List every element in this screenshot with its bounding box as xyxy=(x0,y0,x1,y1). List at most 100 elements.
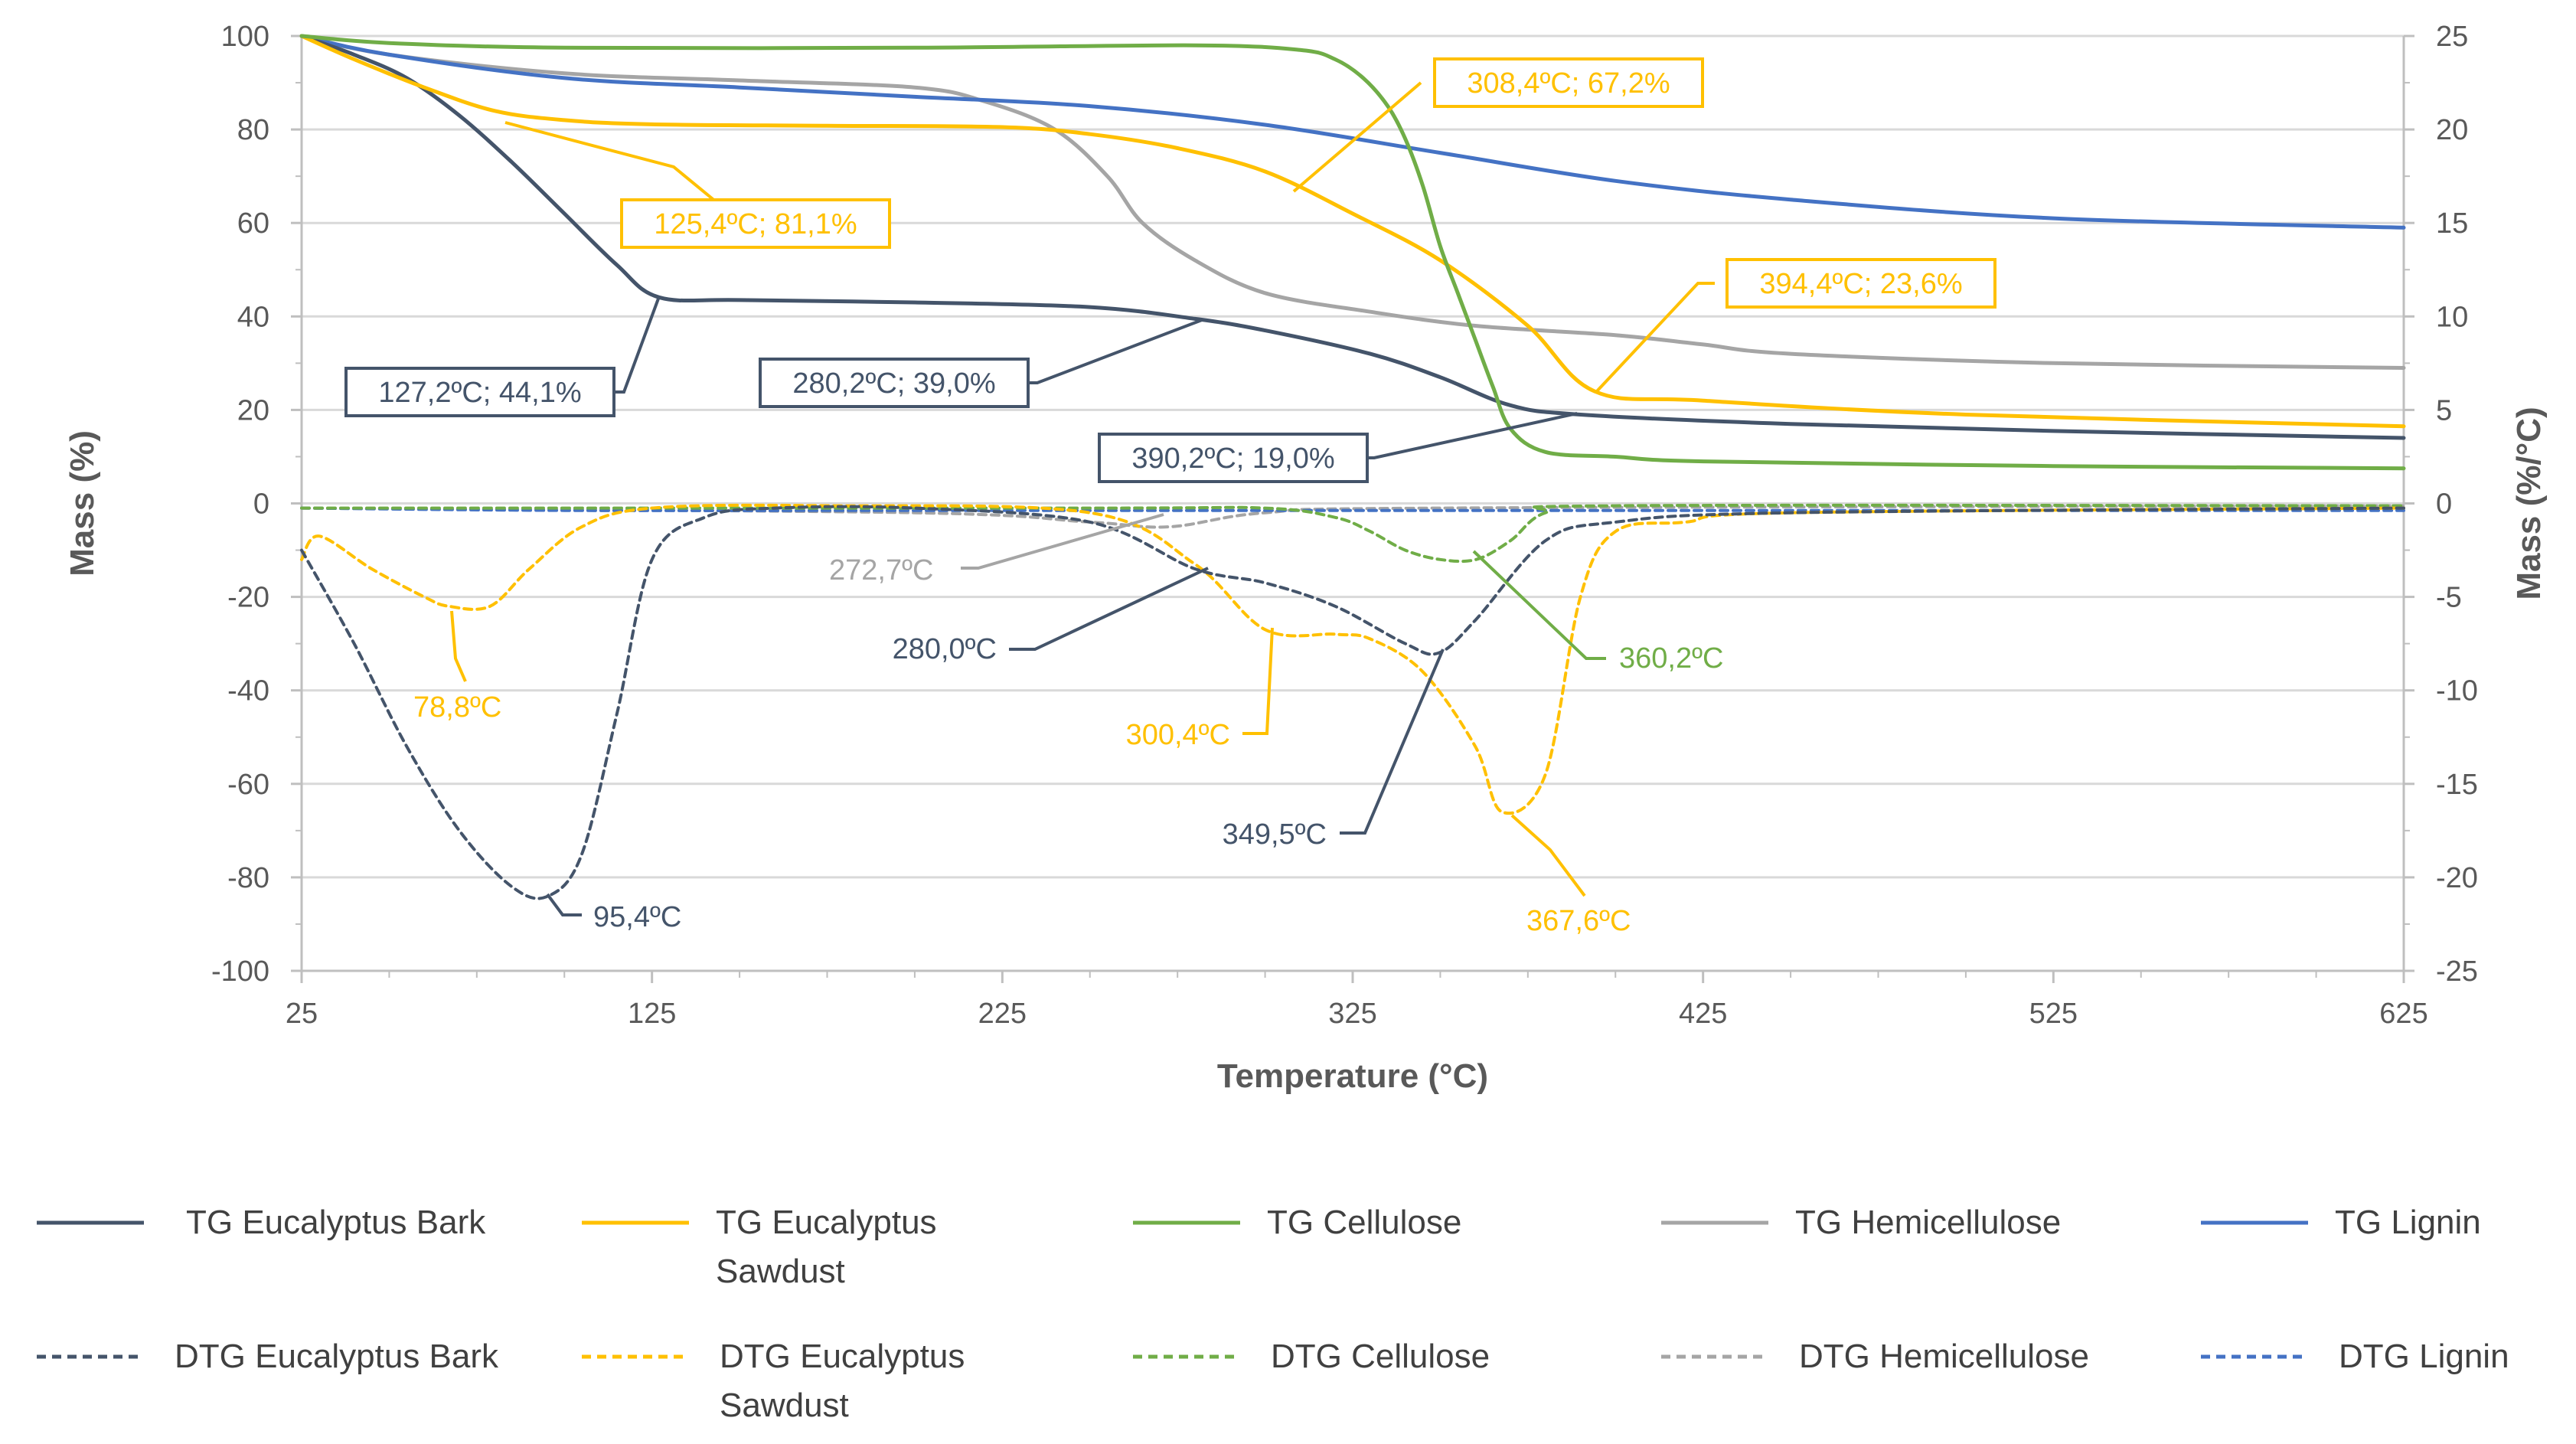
annotation-label-12: 367,6ºC xyxy=(1526,905,1631,937)
series-layer xyxy=(299,34,2406,900)
annotation-box-1 xyxy=(1433,57,1704,108)
y-right-tick-label: -15 xyxy=(2436,769,2478,801)
series-dtg-bark xyxy=(300,505,2405,900)
y-left-tick-label: -100 xyxy=(211,956,269,988)
annotation-leader-10 xyxy=(1242,627,1274,735)
y-left-tick-label: 80 xyxy=(237,114,269,146)
x-tick-label: 225 xyxy=(978,998,1027,1030)
annotation-layer: 125,4ºC; 81,1% 308,4ºC; 67,2% 394,4ºC; 23,… xyxy=(344,57,1996,937)
annotation-label-8: 360,2ºC xyxy=(1619,642,1723,675)
series-tg-lignin xyxy=(299,34,2406,230)
y-left-tick-label: -60 xyxy=(227,769,269,801)
annotation-label-13: 95,4ºC xyxy=(593,901,681,933)
legend-label-line: DTG Lignin xyxy=(2339,1338,2509,1375)
legend-label-dtg-hemicellulose: DTG Hemicellulose xyxy=(1799,1338,2089,1375)
annotation-box-3 xyxy=(344,367,615,417)
y-axis-right-title: Mass (%/°C) xyxy=(2510,407,2548,599)
annotation-label-7: 280,0ºC xyxy=(893,633,997,665)
y-right-tick-label: 15 xyxy=(2436,207,2468,240)
x-tick-label: 325 xyxy=(1328,998,1376,1030)
annotation-label-3: 127,2ºC; 44,1% xyxy=(378,377,581,409)
annotation-box-0 xyxy=(620,198,891,249)
annotation-label-9: 78,8ºC xyxy=(413,691,501,724)
legend-label-line: DTG Cellulose xyxy=(1271,1338,1490,1375)
series-dtg-sawdust xyxy=(300,503,2405,815)
axis-layer: 100 80 60 40 20 0 -20 -40 -60 -80 -100 25 20 15 10 5 0 -5… xyxy=(64,21,2548,1095)
annotation-label-5: 390,2ºC; 19,0% xyxy=(1131,443,1334,475)
legend-label-tg-hemicellulose: TG Hemicellulose xyxy=(1795,1204,2061,1241)
annotation-label-10: 300,4ºC xyxy=(1126,719,1230,751)
annotation-label-2: 394,4ºC; 23,6% xyxy=(1759,268,1962,300)
y-right-tick-label: -10 xyxy=(2436,675,2478,707)
annotation-label-4: 280,2ºC; 39,0% xyxy=(792,368,995,400)
series-tg-cellulose xyxy=(299,34,2406,471)
x-tick-label: 125 xyxy=(628,998,676,1030)
x-axis-title: Temperature (°C) xyxy=(1217,1057,1488,1095)
legend-label-dtg-bark: DTG Eucalyptus Bark xyxy=(175,1338,499,1375)
legend-label-dtg-sawdust: DTG Eucalyptus Sawdust xyxy=(720,1338,965,1424)
legend-label-tg-sawdust: TG Eucalyptus Sawdust xyxy=(716,1204,937,1290)
annotation-leader-9 xyxy=(450,610,467,682)
legend-label-tg-bark: TG Eucalyptus Bark xyxy=(186,1204,486,1241)
legend-label-line: TG Hemicellulose xyxy=(1795,1204,2061,1241)
y-right-tick-label: 20 xyxy=(2436,114,2468,146)
annotation-leader-8 xyxy=(1472,550,1606,660)
x-tick-label: 425 xyxy=(1679,998,1727,1030)
x-tick-label: 25 xyxy=(286,998,318,1030)
legend-label-line: TG Cellulose xyxy=(1267,1204,1461,1241)
legend-label-line: DTG Eucalyptus Bark xyxy=(175,1338,499,1375)
y-left-tick-label: 60 xyxy=(237,207,269,240)
grid-layer xyxy=(302,34,2404,972)
legend-label-line: TG Eucalyptus Bark xyxy=(186,1204,486,1241)
series-tg-bark xyxy=(299,34,2406,440)
y-right-tick-label: -25 xyxy=(2436,956,2478,988)
x-tick-label: 525 xyxy=(2029,998,2078,1030)
annotation-leader-11 xyxy=(1340,648,1445,835)
series-tg-hemicellulose xyxy=(299,34,2406,370)
y-right-tick-label: 5 xyxy=(2436,394,2452,426)
legend-label-line: TG Lignin xyxy=(2335,1204,2481,1241)
annotation-label-6: 272,7ºC xyxy=(829,554,933,586)
annotation-box-4 xyxy=(759,358,1030,408)
annotation-box-2 xyxy=(1725,258,1996,309)
annotation-leader-1 xyxy=(1292,81,1422,193)
legend-label-line: Sawdust xyxy=(716,1253,845,1290)
annotation-leader-6 xyxy=(961,513,1164,570)
y-axis-left-title: Mass (%) xyxy=(64,430,101,577)
legend-label-line: Sawdust xyxy=(720,1387,849,1424)
annotation-leader-4 xyxy=(1022,319,1203,384)
legend-label-tg-cellulose: TG Cellulose xyxy=(1267,1204,1461,1241)
annotation-label-11: 349,5ºC xyxy=(1223,818,1327,851)
legend-label-tg-lignin: TG Lignin xyxy=(2335,1204,2481,1241)
annotation-label-0: 125,4ºC; 81,1% xyxy=(654,208,857,240)
y-left-tick-label: 20 xyxy=(237,394,269,426)
y-left-tick-label: 40 xyxy=(237,301,269,333)
series-tg-sawdust xyxy=(299,34,2406,429)
legend-label-line: DTG Eucalyptus xyxy=(720,1338,965,1375)
y-left-tick-label: 0 xyxy=(253,488,269,521)
series-dtg-cellulose xyxy=(300,503,2405,564)
y-left-tick-label: 100 xyxy=(221,21,269,53)
legend-label-line: TG Eucalyptus xyxy=(716,1204,937,1241)
annotation-leader-7 xyxy=(1009,567,1209,651)
y-left-tick-label: -80 xyxy=(227,862,269,894)
annotation-leader-13 xyxy=(546,893,582,916)
annotation-leader-12 xyxy=(1510,814,1586,897)
y-right-tick-label: 25 xyxy=(2436,21,2468,53)
y-right-tick-label: -20 xyxy=(2436,862,2478,894)
annotation-leader-2 xyxy=(1595,282,1715,394)
annotation-box-5 xyxy=(1098,433,1369,483)
legend-layer: TG Eucalyptus Bark TG Eucalyptus SawdustTG… xyxy=(37,1204,2509,1424)
y-right-tick-label: 10 xyxy=(2436,301,2468,333)
y-right-tick-label: -5 xyxy=(2436,582,2462,614)
y-left-tick-label: -40 xyxy=(227,675,269,707)
legend-label-line: DTG Hemicellulose xyxy=(1799,1338,2089,1375)
annotation-label-1: 308,4ºC; 67,2% xyxy=(1467,67,1670,100)
annotation-leader-3 xyxy=(612,298,660,394)
legend-label-dtg-lignin: DTG Lignin xyxy=(2339,1338,2509,1375)
y-left-tick-label: -20 xyxy=(227,582,269,614)
x-tick-label: 625 xyxy=(2379,998,2427,1030)
y-right-tick-label: 0 xyxy=(2436,488,2452,521)
